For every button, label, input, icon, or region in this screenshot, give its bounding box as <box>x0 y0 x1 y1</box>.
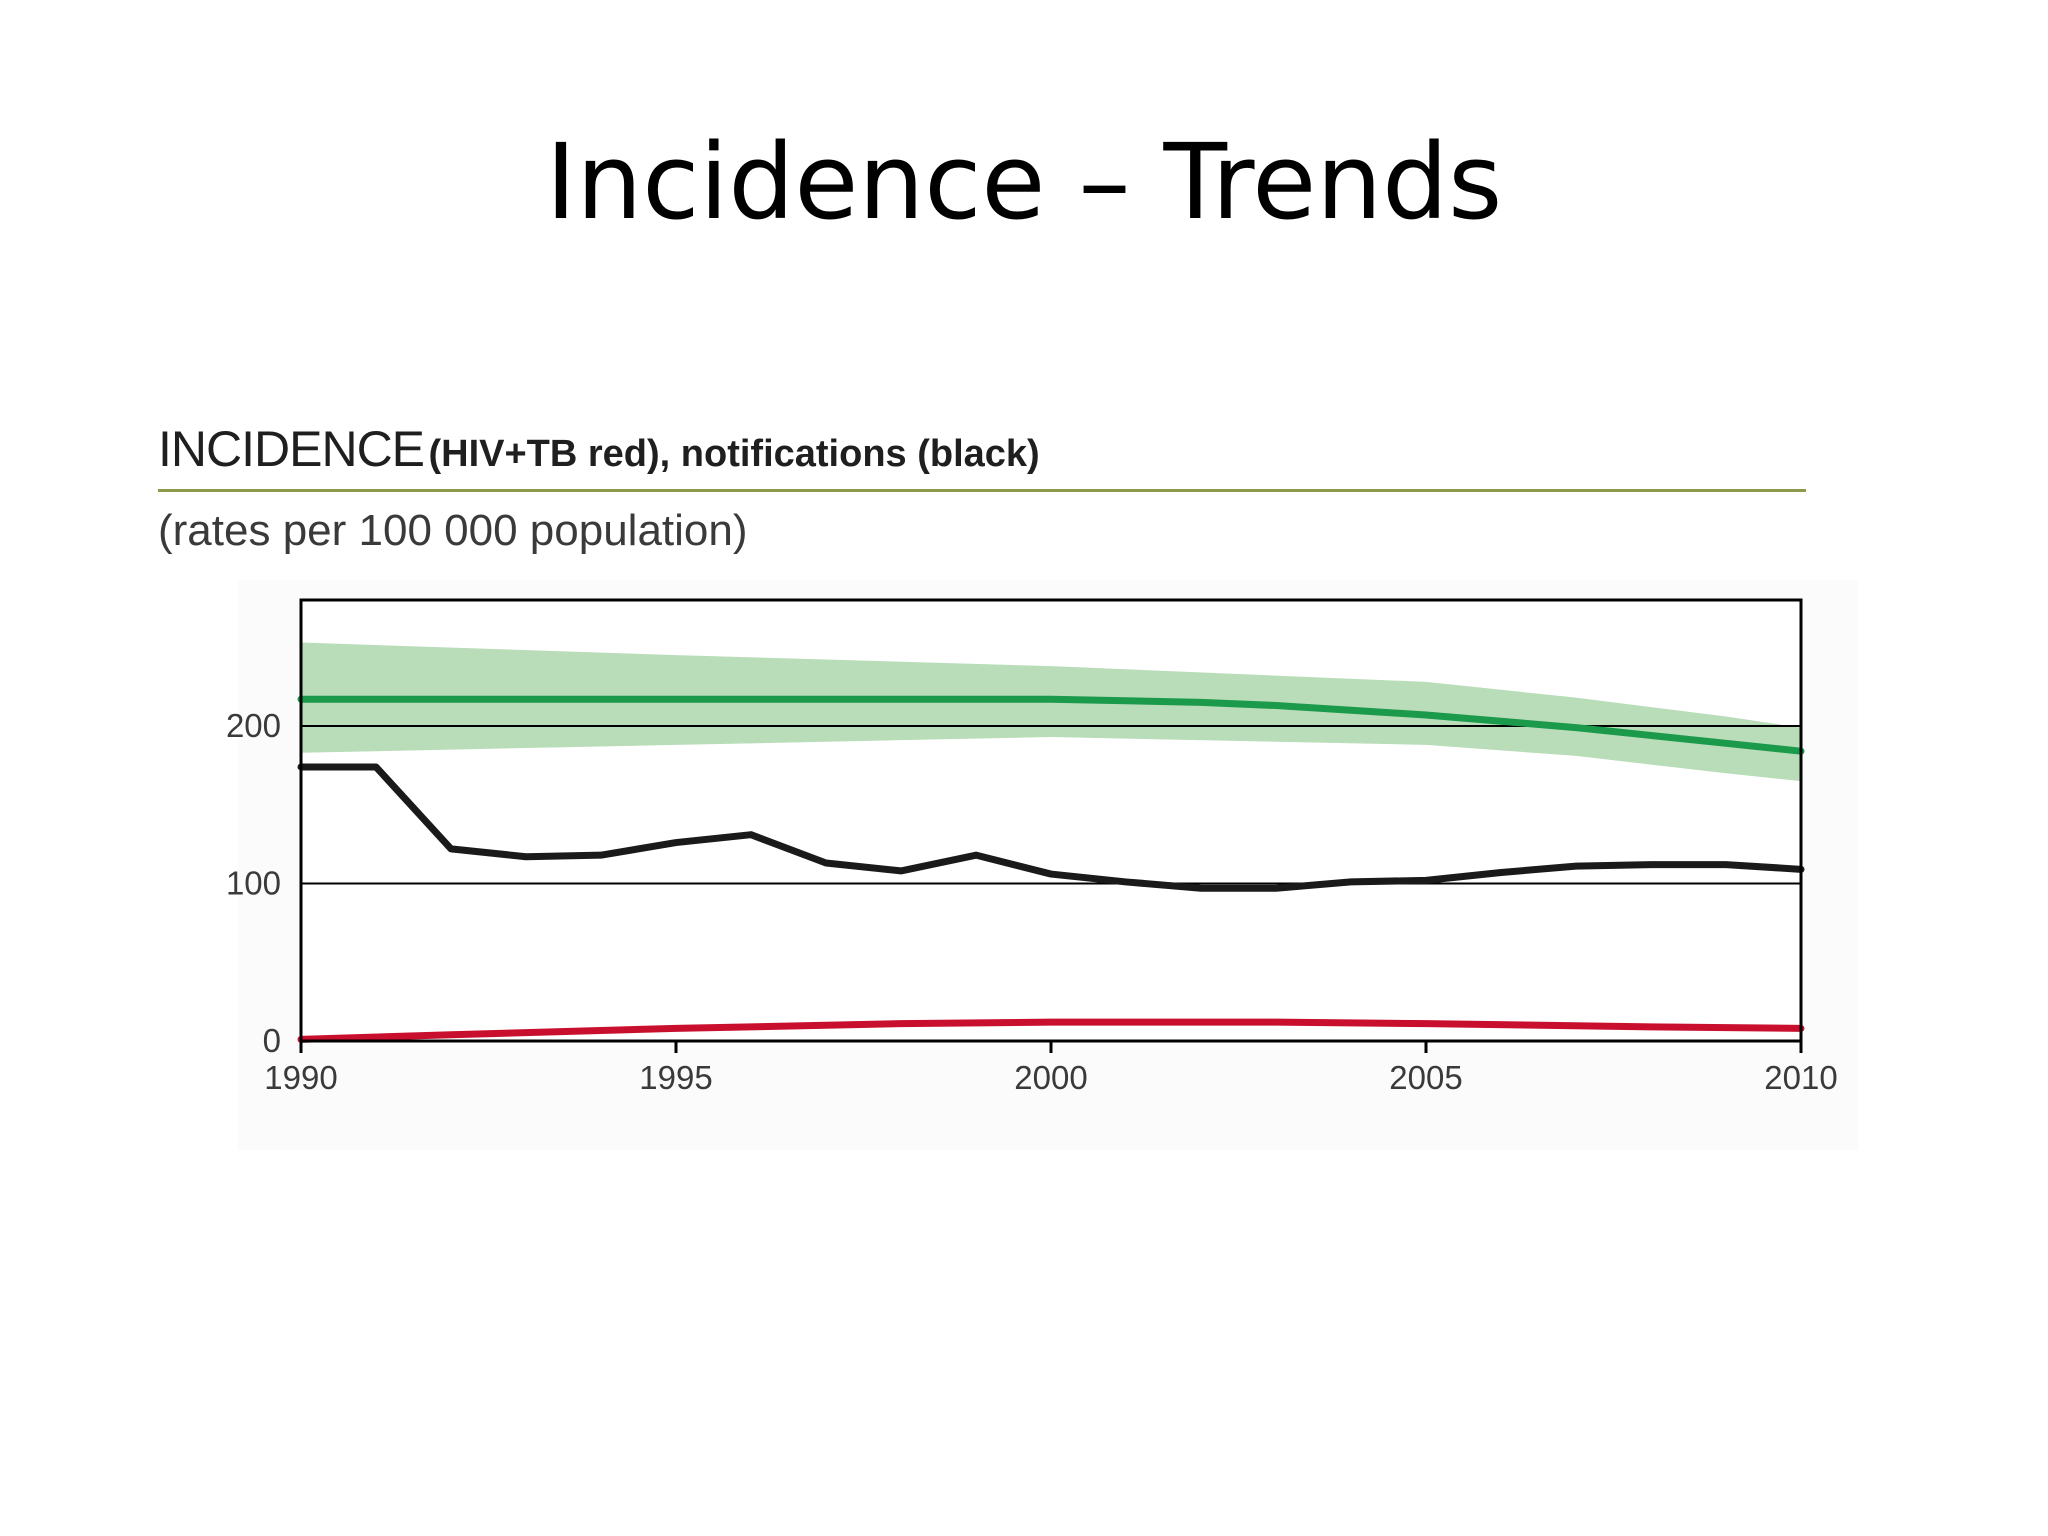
incidence-uncertainty-band <box>301 642 1801 782</box>
heading-rule <box>158 489 1806 492</box>
chart-subtitle: (rates per 100 000 population) <box>158 506 748 555</box>
x-tick-label-1990: 1990 <box>264 1059 337 1096</box>
chart-figure: INCIDENCE (HIV+TB red), notifications (b… <box>158 420 1858 1150</box>
incidence-chart: 1990 1995 2000 2005 2010 0 100 200 <box>226 598 1838 1096</box>
chart-heading-sub: (HIV+TB red), notifications (black) <box>428 433 1040 475</box>
x-tick-label-1995: 1995 <box>639 1059 712 1096</box>
x-tick-label-2000: 2000 <box>1014 1059 1087 1096</box>
y-tick-label-0: 0 <box>263 1022 281 1059</box>
y-tick-label-200: 200 <box>226 707 281 744</box>
series-line-incidence <box>297 695 1805 755</box>
series-line-hiv_tb <box>297 1018 1805 1043</box>
series-line-notifications <box>297 763 1805 892</box>
x-tick-label-2005: 2005 <box>1389 1059 1462 1096</box>
x-tick-label-2010: 2010 <box>1764 1059 1837 1096</box>
chart-heading: INCIDENCE (HIV+TB red), notifications (b… <box>158 420 1040 478</box>
y-tick-label-100: 100 <box>226 865 281 902</box>
chart-heading-main: INCIDENCE <box>158 421 425 477</box>
slide-title: Incidence – Trends <box>545 121 1503 243</box>
